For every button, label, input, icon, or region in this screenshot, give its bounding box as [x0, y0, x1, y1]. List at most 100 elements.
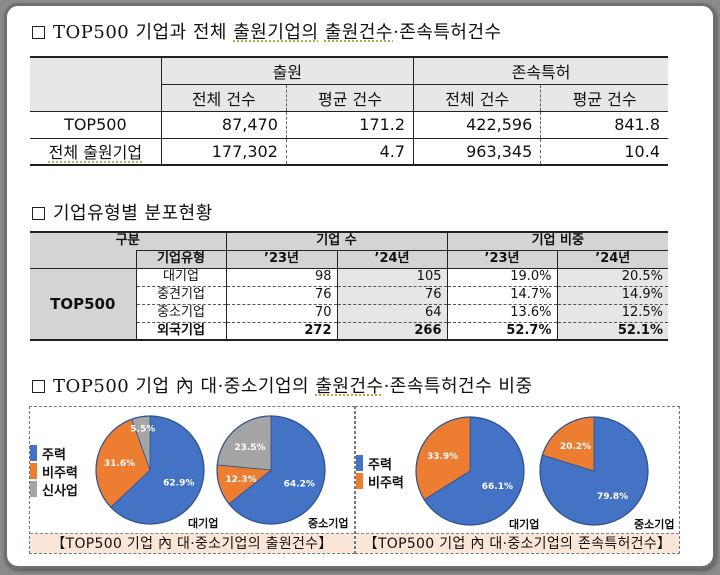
legend-item: 비주력: [356, 472, 404, 491]
legend-item: 주력: [356, 454, 404, 473]
empty-header: [30, 250, 137, 269]
table-row: 중소기업 70 64 13.6% 12.5%: [30, 304, 668, 323]
year-header: ’23년: [446, 249, 558, 269]
legend-swatch-nonmain: [30, 463, 37, 479]
top500-vs-all-table: 출원 존속특허 전체 건수 평균 건수 전체 건수 평균 건수 TOP500 8…: [30, 56, 668, 166]
chart-legend: 주력 비주력 신사업: [30, 444, 78, 499]
section1-heading: TOP500 기업과 전체 출원기업의 출원건수·존속특허건수: [32, 18, 502, 44]
cell: 841.8: [540, 110, 668, 138]
cell: 76: [225, 286, 338, 305]
pie-chart-sme-patents: 79.8% 20.2%: [539, 416, 649, 526]
legend-item: 신사업: [30, 480, 78, 499]
type-cell: 외국기업: [135, 322, 227, 341]
pie-chart-sme-applications: 64.2% 12.3% 23.5%: [216, 415, 326, 525]
group-header: 존속특허: [413, 56, 668, 85]
cell: 177,302: [161, 137, 287, 166]
type-cell: 중견기업: [135, 286, 227, 305]
checkbox-square-icon: [32, 380, 45, 393]
heading-text: TOP500 기업과 전체: [53, 22, 234, 43]
cell: 13.6%: [446, 304, 558, 323]
type-header: 기업유형: [135, 249, 227, 269]
group-header: 기업 비중: [446, 231, 668, 251]
checkbox-square-icon: [32, 26, 45, 39]
pie-label: 중소기업: [634, 518, 675, 531]
table-row: TOP500 87,470 171.2 422,596 841.8: [30, 110, 668, 138]
table-row: 전체 출원기업 177,302 4.7 963,345 10.4: [30, 137, 668, 166]
row-label: 전체 출원기업: [30, 137, 162, 166]
table-row: TOP500 대기업 98 105 19.0% 20.5%: [30, 268, 668, 341]
pie-value-label: 23.5%: [234, 443, 265, 453]
cell: 14.9%: [556, 286, 668, 305]
cell: 64: [336, 304, 448, 323]
legend-label: 비주력: [368, 475, 404, 491]
legend-label: 주력: [42, 447, 66, 463]
legend-swatch-new: [30, 481, 37, 497]
year-header: ’23년: [225, 249, 338, 269]
heading-text: 출원기업의: [233, 22, 319, 43]
legend-item: 비주력: [30, 462, 78, 481]
pie-value-label: 12.3%: [225, 475, 256, 485]
type-cell: 중소기업: [135, 304, 227, 323]
cell: 963,345: [413, 137, 542, 166]
legend-label: 비주력: [42, 465, 78, 481]
corner-cell: [30, 56, 162, 111]
applications-chart-panel: 주력 비주력 신사업 62.9% 31.6% 5.5% 대기업 64.2% 12.3%…: [29, 406, 355, 554]
pie-label: 중소기업: [308, 517, 349, 530]
pie-value-label: 33.9%: [427, 452, 458, 462]
group-header: 출원: [161, 56, 415, 85]
pie-value-label: 64.2%: [284, 480, 315, 490]
pie-value-label: 79.8%: [597, 492, 628, 502]
year-header: ’24년: [556, 249, 668, 269]
cell: 422,596: [413, 110, 542, 138]
cell: 87,470: [161, 110, 287, 138]
pie-chart-large-patents: 66.1% 33.9%: [415, 416, 525, 526]
cell: 105: [336, 268, 448, 287]
pie-value-label: 31.6%: [104, 459, 135, 469]
chart-caption: 【TOP500 기업 內 대·중소기업의 존속특허건수】: [356, 533, 679, 553]
heading-text: ·존속특허건수 비중: [383, 376, 533, 397]
heading-text: 기업유형별 분포현황: [53, 203, 213, 224]
cell: 12.5%: [556, 304, 668, 323]
heading-text: TOP500 기업 內 대·중소기업의: [53, 376, 316, 397]
cell: 10.4: [540, 137, 668, 166]
cell: 272: [225, 322, 338, 341]
cell: 171.2: [286, 110, 415, 138]
column-header: 전체 건수: [413, 84, 542, 111]
cell: 20.5%: [556, 268, 668, 287]
cell: 70: [225, 304, 338, 323]
group-header: 기업 수: [225, 231, 448, 251]
cell: 98: [225, 268, 338, 287]
legend-swatch-nonmain: [356, 473, 363, 489]
section3-heading: TOP500 기업 內 대·중소기업의 출원건수·존속특허건수 비중: [32, 372, 533, 398]
legend-item: 주력: [30, 444, 78, 463]
table-row: 외국기업 272 266 52.7% 52.1%: [30, 322, 668, 341]
cell: 76: [336, 286, 448, 305]
column-header: 평균 건수: [286, 84, 415, 111]
section2-heading: 기업유형별 분포현황: [32, 199, 213, 225]
pie-value-label: 5.5%: [130, 425, 155, 435]
type-cell: 대기업: [135, 268, 227, 287]
pie-value-label: 62.9%: [163, 478, 194, 488]
heading-text: 출원건수: [324, 22, 393, 43]
year-header: ’24년: [336, 249, 448, 269]
group-label: TOP500: [30, 268, 137, 341]
row-label-text: 전체 출원기업: [48, 143, 143, 163]
cell: 19.0%: [446, 268, 558, 287]
table-row: 중견기업 76 76 14.7% 14.9%: [30, 286, 668, 305]
chart-legend: 주력 비주력: [356, 454, 404, 491]
row-label: TOP500: [30, 110, 162, 138]
category-header: 구분: [30, 231, 227, 250]
legend-label: 주력: [368, 457, 392, 473]
cell: 266: [336, 322, 448, 341]
heading-text: ·존속특허건수: [393, 22, 502, 43]
surviving-patents-chart-panel: 주력 비주력 66.1% 33.9% 대기업 79.8% 20.2% 중소기업 【T…: [355, 406, 680, 554]
cell: 52.7%: [446, 322, 558, 341]
cell: 4.7: [286, 137, 415, 166]
pie-chart-large-applications: 62.9% 31.6% 5.5%: [95, 415, 205, 525]
company-type-distribution-table: 구분 기업 수 기업 비중 기업유형 ’23년 ’24년 ’23년 ’24년 T…: [30, 231, 668, 341]
legend-label: 신사업: [42, 483, 78, 499]
legend-swatch-main: [30, 445, 37, 461]
pie-label: 대기업: [509, 518, 540, 531]
cell: 14.7%: [446, 286, 558, 305]
legend-swatch-main: [356, 455, 363, 471]
